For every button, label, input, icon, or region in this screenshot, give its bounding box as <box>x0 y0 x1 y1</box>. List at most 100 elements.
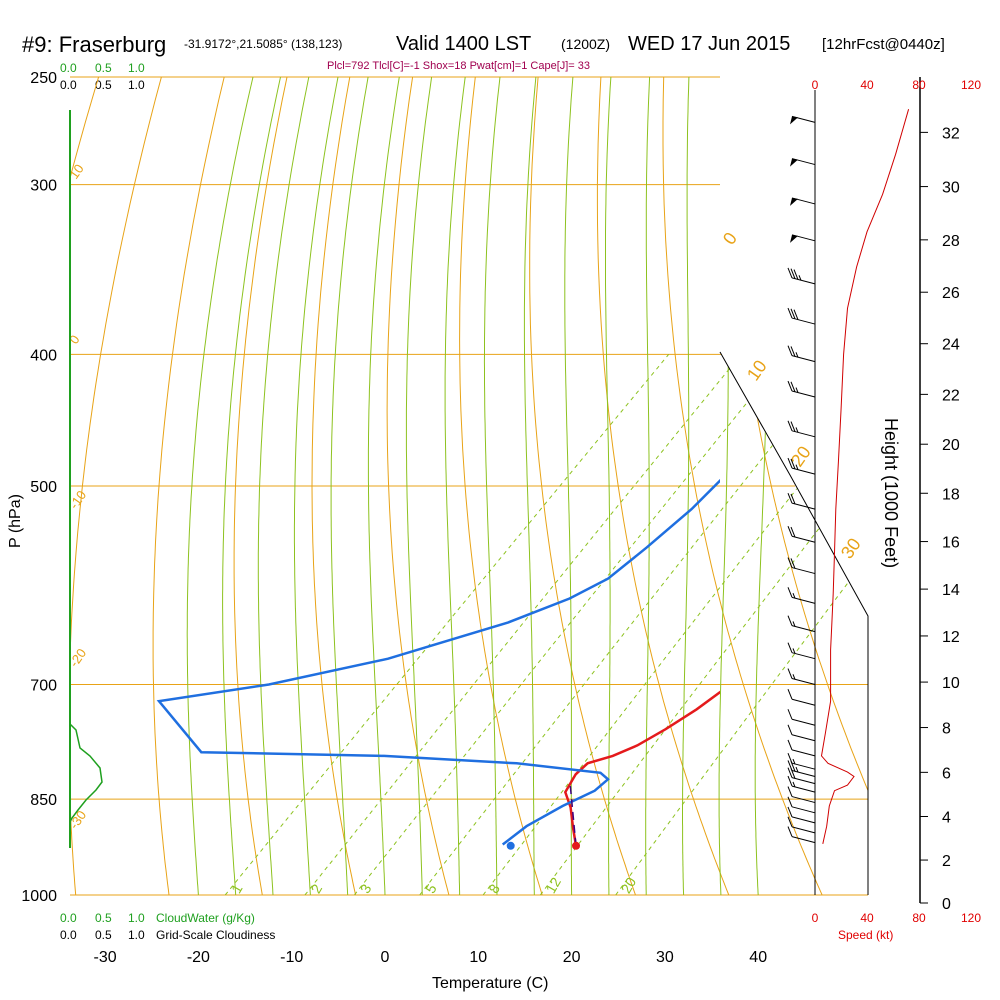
cloud-top-tick2: 0.0 <box>60 78 77 92</box>
wind-barb-flag <box>787 526 793 537</box>
cloudwater-legend: CloudWater (g/Kg) <box>156 911 255 925</box>
pressure-tick-label: 250 <box>30 70 57 87</box>
moist-adiabat <box>645 77 651 895</box>
wind-barb-halfflag <box>792 758 796 765</box>
x-tick-label: 30 <box>656 949 674 966</box>
wind-barb-staff <box>791 698 816 706</box>
wind-barb-flag <box>787 615 793 626</box>
wind-barb-staff <box>791 430 816 438</box>
dry-adiabat <box>596 77 730 895</box>
x-tick-label: 40 <box>749 949 767 966</box>
x-tick-label: 20 <box>563 949 581 966</box>
height-tick-label: 20 <box>942 437 960 454</box>
moist-adiabat <box>222 77 281 895</box>
wind-barb-flag <box>787 642 793 653</box>
wind-barb-staff <box>791 535 816 543</box>
moist-adiabat <box>293 77 339 895</box>
wind-barb-flag <box>787 709 793 720</box>
wind-barb-flag <box>787 767 793 778</box>
height-tick-label: 6 <box>942 765 951 782</box>
mixing-ratio-line <box>304 353 742 895</box>
height-tick-label: 26 <box>942 285 960 302</box>
dry-adiabat-label: 10 <box>743 356 771 384</box>
height-tick-label: 10 <box>942 675 960 692</box>
wind-barb-staff <box>791 277 816 285</box>
plot-boundary <box>719 351 869 895</box>
mixing-ratio-line <box>482 353 868 895</box>
moist-adiabat <box>330 77 369 895</box>
wind-barb-flag <box>787 724 793 735</box>
dry-adiabat-label: 0 <box>66 332 82 347</box>
mixing-ratio-line <box>224 353 670 895</box>
cloud-bottom-tick2: 1.0 <box>128 928 145 942</box>
x-axis-label: Temperature (C) <box>432 975 548 992</box>
station-title: #9: Fraserburg <box>22 32 166 57</box>
dry-adiabat <box>459 77 543 895</box>
pressure-tick-label: 700 <box>30 678 57 695</box>
wind-speed-profile <box>820 109 910 845</box>
wind-barb-staff <box>791 502 816 510</box>
wind-barb-staff <box>791 816 816 824</box>
wind-barb-flag <box>787 668 793 679</box>
isobar-lines <box>70 76 868 896</box>
pressure-axis-ticks: 250 300 400 500 700 850 1000 <box>21 70 57 905</box>
speed-tick-bottom: 0 <box>812 911 819 925</box>
wind-barb-flag <box>790 381 796 392</box>
wind-barb-staff <box>791 652 816 660</box>
wind-barb-flag <box>787 739 793 751</box>
surface-dewpoint-dot <box>506 841 515 850</box>
wind-barb-staff <box>791 777 816 785</box>
height-tick-label: 22 <box>942 387 960 404</box>
wind-barb-flag <box>787 826 793 837</box>
dry-adiabat <box>662 77 823 895</box>
cloud-bottom-tick2: 0.5 <box>95 928 112 942</box>
speed-tick-bottom: 80 <box>912 911 926 925</box>
x-tick-label: -30 <box>94 949 117 966</box>
valid-time: Valid 1400 LST <box>396 33 531 55</box>
y-axis-label: P (hPa) <box>7 494 24 548</box>
moist-adiabat <box>186 77 254 895</box>
height-tick-label: 4 <box>942 810 951 827</box>
wind-barb-flag <box>787 557 793 568</box>
wind-barb-halfflag <box>792 621 796 627</box>
cloud-bottom-tick: 0.0 <box>60 911 77 925</box>
speed-tick-top: 40 <box>860 78 874 92</box>
wind-barb-staff <box>791 806 816 814</box>
mixing-ratio-label: 8 <box>485 881 503 896</box>
dry-adiabat <box>386 77 450 895</box>
wind-barb-flag <box>787 753 793 764</box>
cloud-water-profile <box>69 723 103 823</box>
wind-barb-staff <box>791 355 816 363</box>
wind-barb-staff <box>791 836 816 844</box>
wind-barb-flag <box>793 309 799 320</box>
wind-barb-flag <box>787 267 793 279</box>
height-tick-label: 18 <box>942 486 960 503</box>
wind-barb-halfflag <box>798 275 802 281</box>
cloud-top-tick2: 0.5 <box>95 78 112 92</box>
moist-adiabat <box>682 77 690 895</box>
dry-adiabat <box>529 77 636 895</box>
wind-barb-flag <box>787 380 793 392</box>
speed-tick-bottom: 120 <box>961 911 981 925</box>
mixing-ratio-label: 5 <box>422 881 440 896</box>
speed-tick-top: 120 <box>961 78 981 92</box>
pressure-tick-label: 1000 <box>21 888 57 905</box>
parcel-profile <box>569 783 577 846</box>
height-tick-label: 2 <box>942 853 951 870</box>
moist-adiabat <box>367 77 400 895</box>
wind-barb-halfflag <box>795 352 799 358</box>
height-tick-label: 28 <box>942 233 960 250</box>
cloud-top-axis: 0.0 0.5 1.0 0.0 0.5 1.0 <box>60 61 145 92</box>
cloud-bottom-tick2: 0.0 <box>60 928 77 942</box>
dry-adiabat <box>311 77 357 895</box>
height-axis-label: Height (1000 Feet) <box>881 418 901 568</box>
wind-barb-staff <box>791 567 816 575</box>
x-tick-label: 10 <box>469 949 487 966</box>
wind-barb-staff <box>791 625 816 633</box>
wind-barb-staff <box>791 390 816 398</box>
forecast-date: WED 17 Jun 2015 <box>628 33 790 55</box>
sounding-indices: Plcl=792 Tlcl[C]=-1 Shox=18 Pwat[cm]=1 C… <box>327 60 590 72</box>
